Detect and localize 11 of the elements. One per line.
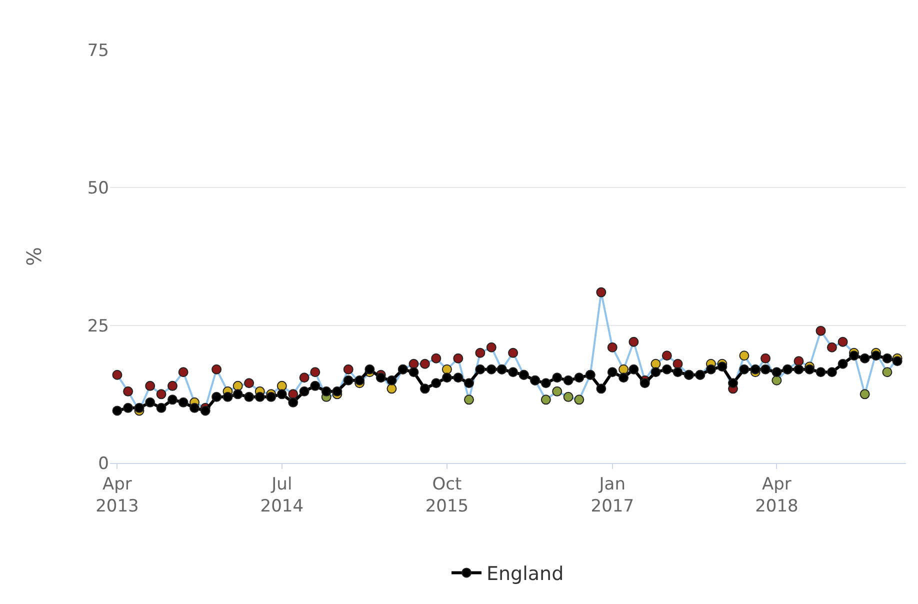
y-tick-label: 25 (87, 316, 109, 336)
y-axis-title: % (22, 246, 46, 266)
legend-label: England (486, 563, 564, 586)
x-tick-label: Jan 2017 (590, 474, 634, 516)
x-tick-label: Apr 2018 (755, 474, 798, 516)
y-tick-label: 50 (87, 178, 109, 199)
y-tick-label: 0 (98, 454, 109, 474)
y-tick-label: 75 (87, 40, 109, 61)
x-tick-label: Apr 2013 (96, 474, 139, 516)
x-tick-label: Oct 2015 (425, 474, 469, 516)
x-tick-label: Jul 2014 (260, 474, 304, 516)
